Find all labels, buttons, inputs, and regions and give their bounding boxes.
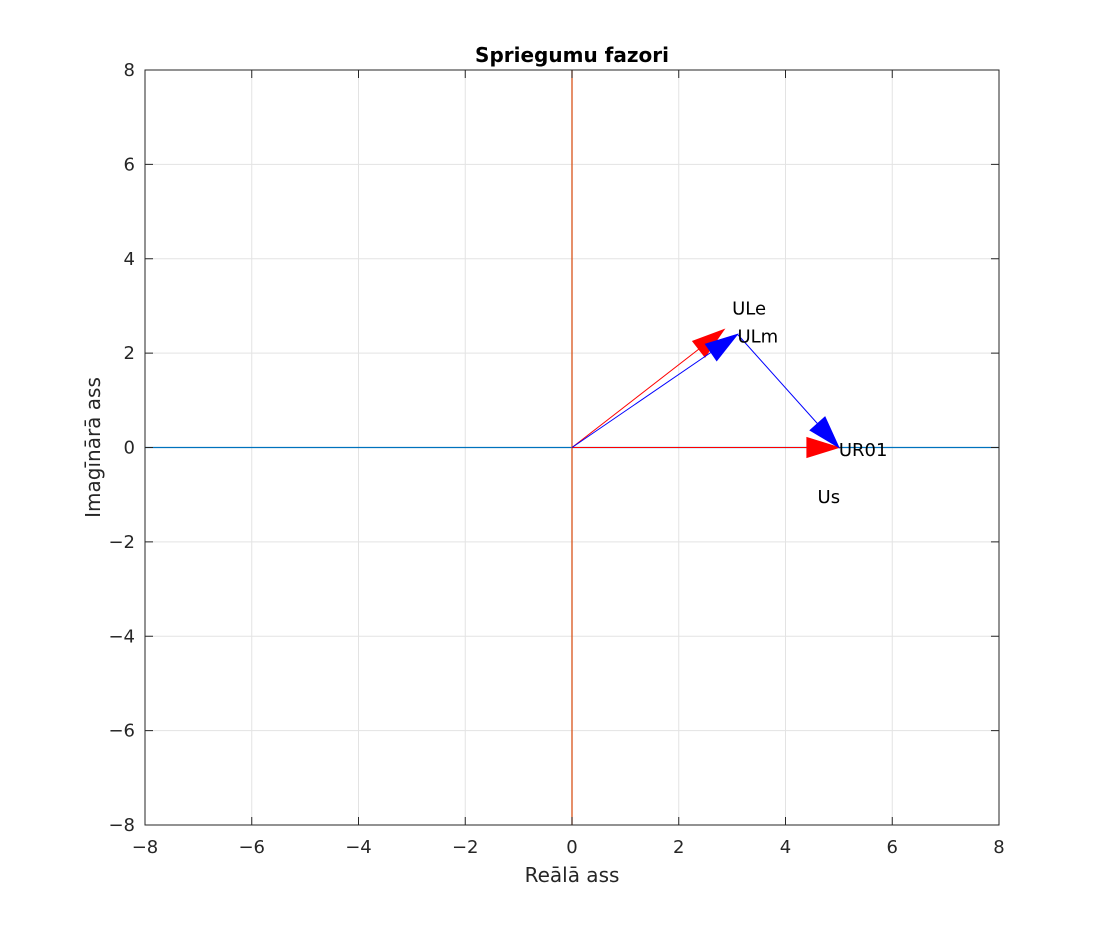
y-tick-label: 2 (124, 343, 135, 364)
phasor-label: UR01 (839, 440, 888, 461)
x-tick-label: −4 (345, 837, 372, 858)
y-tick-label: −6 (108, 721, 135, 742)
phasor-arrowhead (809, 416, 841, 449)
phasor-arrow (571, 333, 739, 448)
y-tick-label: −8 (108, 815, 135, 836)
x-tick-label: −8 (132, 837, 159, 858)
phasor-arrowhead (704, 333, 739, 362)
y-tick-label: 8 (124, 60, 135, 81)
phasor-label: ULe (732, 298, 766, 319)
y-tick-label: −4 (108, 626, 135, 647)
x-tick-label: 6 (887, 837, 898, 858)
x-tick-label: 2 (673, 837, 684, 858)
phasor-label: ULm (737, 327, 778, 348)
x-tick-label: 4 (780, 837, 791, 858)
ticks: −8 −6 −4 −2 0 2 4 6 8 −8 −6 −4 −2 0 2 4 6 8 (108, 60, 1004, 858)
phasor-label: Us (818, 487, 841, 508)
phasor-arrow (572, 436, 841, 459)
x-tick-label: −2 (452, 837, 479, 858)
x-tick-label: 8 (993, 837, 1004, 858)
y-tick-label: 4 (124, 249, 135, 270)
phasor-arrow (737, 333, 841, 449)
x-tick-label: −6 (238, 837, 265, 858)
y-tick-label: −2 (108, 532, 135, 553)
phasor-arrows (571, 328, 841, 459)
y-tick-label: 0 (124, 438, 135, 459)
y-tick-label: 6 (124, 154, 135, 175)
phasor-arrowhead (806, 436, 841, 459)
x-tick-label: 0 (566, 837, 577, 858)
phasor-shaft (571, 333, 738, 448)
phasor-labels: ULe ULm UR01 Us (732, 298, 887, 508)
x-axis-label: Reālā ass (525, 863, 620, 887)
chart-title: Spriegumu fazori (475, 43, 669, 67)
y-axis-label: Imagīnārā ass (81, 377, 105, 518)
